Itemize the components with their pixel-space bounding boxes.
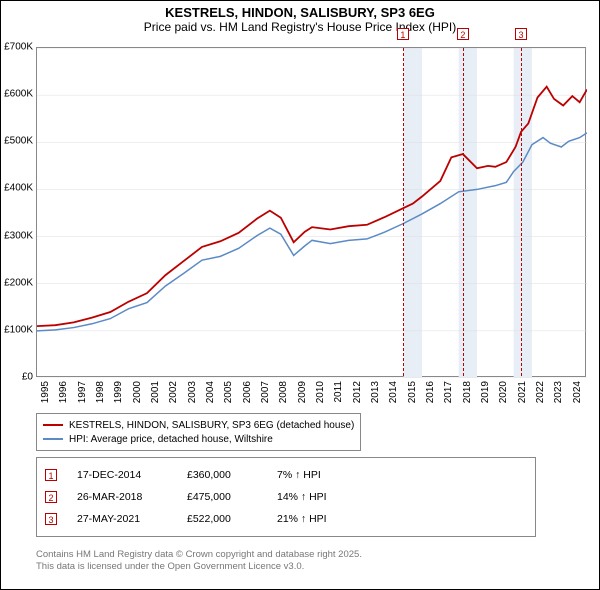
sales-date-2: 26-MAR-2018 [77,491,167,503]
x-tick-label: 1996 [58,381,69,403]
x-tick-label: 2014 [388,381,399,403]
sales-pct-2: 14% ↑ HPI [277,491,367,503]
x-tick-label: 2007 [260,381,271,403]
x-tick-label: 2003 [187,381,198,403]
sales-date-3: 27-MAY-2021 [77,513,167,525]
legend-swatch-1 [43,438,63,440]
marker-box-1: 1 [397,28,409,40]
title-line2: Price paid vs. HM Land Registry's House … [1,20,599,34]
x-tick-label: 2010 [315,381,326,403]
x-tick-label: 2009 [297,381,308,403]
y-tick-label: £200K [1,277,35,288]
x-tick-label: 2022 [535,381,546,403]
x-tick-label: 2020 [498,381,509,403]
x-tick-label: 2008 [278,381,289,403]
x-tick-label: 2021 [517,381,528,403]
y-tick-label: £400K [1,183,35,194]
x-tick-label: 2017 [443,381,454,403]
x-tick-label: 2015 [407,381,418,403]
sales-num-1: 1 [45,469,57,481]
sales-price-2: £475,000 [187,491,257,503]
y-tick-label: £0 [1,372,35,383]
sales-price-1: £360,000 [187,469,257,481]
sales-num-3: 3 [45,513,57,525]
x-tick-label: 2000 [132,381,143,403]
sales-row: 3 27-MAY-2021 £522,000 21% ↑ HPI [45,508,527,530]
x-tick-label: 2001 [150,381,161,403]
marker-line-3 [521,48,522,376]
x-tick-label: 2006 [242,381,253,403]
x-tick-label: 2012 [352,381,363,403]
x-tick-label: 2018 [462,381,473,403]
x-tick-label: 2016 [425,381,436,403]
sales-row: 1 17-DEC-2014 £360,000 7% ↑ HPI [45,464,527,486]
footer-line2: This data is licensed under the Open Gov… [36,561,362,573]
sales-pct-1: 7% ↑ HPI [277,469,367,481]
footer-line1: Contains HM Land Registry data © Crown c… [36,549,362,561]
title-block: KESTRELS, HINDON, SALISBURY, SP3 6EG Pri… [1,1,599,36]
x-tick-label: 2004 [205,381,216,403]
x-tick-label: 1998 [95,381,106,403]
y-tick-label: £600K [1,89,35,100]
legend-box: KESTRELS, HINDON, SALISBURY, SP3 6EG (de… [36,413,361,451]
sales-pct-3: 21% ↑ HPI [277,513,367,525]
chart-svg [37,48,587,378]
x-tick-label: 2024 [572,381,583,403]
sales-num-2: 2 [45,491,57,503]
chart-container: KESTRELS, HINDON, SALISBURY, SP3 6EG Pri… [0,0,600,590]
title-line1: KESTRELS, HINDON, SALISBURY, SP3 6EG [1,5,599,20]
legend-row: KESTRELS, HINDON, SALISBURY, SP3 6EG (de… [43,418,354,432]
y-tick-label: £500K [1,136,35,147]
sales-price-3: £522,000 [187,513,257,525]
chart-plot-area: 123 [36,47,586,377]
legend-label-0: KESTRELS, HINDON, SALISBURY, SP3 6EG (de… [69,420,354,431]
sales-table: 1 17-DEC-2014 £360,000 7% ↑ HPI 2 26-MAR… [36,457,536,537]
marker-line-1 [403,48,404,376]
y-tick-label: £300K [1,230,35,241]
x-tick-label: 2019 [480,381,491,403]
y-tick-label: £700K [1,42,35,53]
x-tick-label: 2011 [333,381,344,403]
x-tick-label: 1997 [77,381,88,403]
y-tick-label: £100K [1,324,35,335]
x-tick-label: 2005 [223,381,234,403]
marker-box-2: 2 [457,28,469,40]
marker-box-3: 3 [515,28,527,40]
footer-text: Contains HM Land Registry data © Crown c… [36,549,362,574]
sales-row: 2 26-MAR-2018 £475,000 14% ↑ HPI [45,486,527,508]
legend-swatch-0 [43,424,63,426]
legend-label-1: HPI: Average price, detached house, Wilt… [69,434,273,445]
x-tick-label: 2013 [370,381,381,403]
legend-row: HPI: Average price, detached house, Wilt… [43,432,354,446]
x-tick-label: 1999 [113,381,124,403]
sales-date-1: 17-DEC-2014 [77,469,167,481]
x-tick-label: 2023 [553,381,564,403]
x-tick-label: 2002 [168,381,179,403]
x-tick-label: 1995 [40,381,51,403]
marker-line-2 [463,48,464,376]
